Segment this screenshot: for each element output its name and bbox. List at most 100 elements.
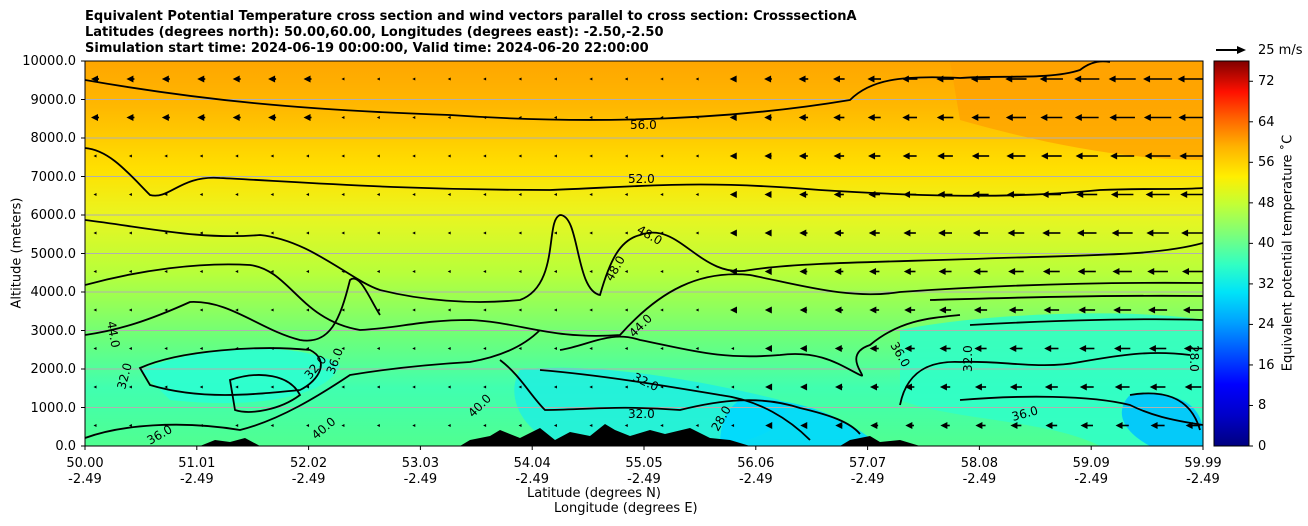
wind-vector-arrow bbox=[729, 114, 737, 121]
y-tick-label: 5000.0 bbox=[30, 246, 77, 262]
wind-vector-arrow bbox=[553, 270, 557, 273]
wind-vector-arrow bbox=[164, 193, 168, 196]
wind-vector-arrow bbox=[128, 385, 132, 389]
wind-vector-arrow bbox=[376, 154, 380, 158]
x-tick-latitude: 59.09 bbox=[1072, 456, 1110, 471]
contour-label: 56.0 bbox=[630, 118, 657, 132]
wind-vector-arrow bbox=[1114, 383, 1130, 391]
wind-vector-arrow bbox=[624, 116, 628, 119]
wind-vector-arrow bbox=[971, 152, 990, 160]
wind-vector-arrow bbox=[412, 193, 416, 196]
wind-vector-arrow bbox=[834, 229, 844, 237]
wind-vector-arrow bbox=[412, 116, 416, 119]
wind-vector-arrow bbox=[1181, 229, 1203, 237]
wind-vector-arrow bbox=[902, 152, 917, 160]
wind-vector-arrow bbox=[1179, 152, 1203, 160]
wind-vector-arrow bbox=[660, 385, 664, 389]
wind-vector-arrow bbox=[695, 154, 699, 158]
wind-vector-arrow bbox=[553, 385, 557, 389]
wind-vector-arrow bbox=[197, 114, 206, 121]
y-tick-label: 9000.0 bbox=[30, 92, 77, 108]
wind-vector-arrow bbox=[868, 191, 881, 198]
contour-label: 52.0 bbox=[628, 172, 655, 186]
wind-vector-arrow bbox=[128, 308, 132, 312]
wind-vector-arrow bbox=[412, 385, 416, 389]
wind-vector-arrow bbox=[518, 308, 522, 312]
colorbar-ticks bbox=[1249, 80, 1253, 447]
wind-vector-arrow bbox=[1185, 422, 1201, 429]
wind-vector-arrow bbox=[341, 347, 345, 350]
x-tick-longitude: -2.49 bbox=[962, 472, 997, 487]
wind-vector-arrow bbox=[1006, 191, 1025, 198]
wind-vector-arrow bbox=[1074, 114, 1099, 121]
contour-line bbox=[85, 147, 1203, 197]
wind-vector-arrow bbox=[1045, 422, 1058, 429]
wind-vector-arrow bbox=[447, 77, 451, 81]
wind-vector-arrow bbox=[128, 424, 132, 427]
wind-vector-arrow bbox=[376, 231, 380, 235]
wind-vector-arrow bbox=[624, 193, 628, 196]
x-tick-longitude: -2.49 bbox=[1074, 472, 1108, 487]
wind-vector-arrow bbox=[1076, 191, 1098, 198]
wind-vector-arrow bbox=[972, 229, 989, 237]
wind-vector-arrow bbox=[126, 114, 135, 121]
wind-vector-arrow bbox=[235, 424, 239, 427]
wind-vector-arrow bbox=[235, 193, 239, 196]
wind-vector-arrow bbox=[126, 75, 135, 83]
wind-vector-arrow bbox=[128, 154, 132, 158]
axis-ticks bbox=[81, 60, 1204, 450]
wind-vector-arrow bbox=[412, 270, 416, 273]
wind-vector-arrow bbox=[660, 77, 664, 81]
contour-line bbox=[499, 359, 861, 435]
wind-vector-arrow bbox=[199, 424, 203, 427]
wind-vector-arrow bbox=[589, 385, 593, 389]
x-tick-label: 57.07 -2.49 bbox=[849, 456, 886, 488]
wind-vector-arrow bbox=[1076, 229, 1097, 237]
wind-vector-arrow bbox=[1150, 422, 1165, 429]
wind-vector-arrow bbox=[1178, 114, 1203, 121]
wind-vector-arrow bbox=[764, 229, 772, 237]
x-tick-longitude: -2.49 bbox=[850, 472, 885, 487]
y-tick-label: 10000.0 bbox=[22, 54, 76, 69]
y-tick-label: 7000.0 bbox=[30, 169, 77, 185]
title-line-2: Latitudes (degrees north): 50.00,60.00, … bbox=[85, 25, 664, 40]
wind-vector-arrow bbox=[483, 193, 487, 196]
temperature-field bbox=[85, 61, 1203, 446]
wind-vector-arrow bbox=[695, 231, 699, 235]
wind-vector-arrow bbox=[235, 231, 239, 235]
wind-vector-arrow bbox=[904, 345, 915, 352]
wind-vector-arrow bbox=[764, 152, 772, 160]
colorbar-tick-label: 32 bbox=[1258, 276, 1275, 292]
wind-vector-arrow bbox=[341, 424, 345, 427]
wind-vector-arrow bbox=[376, 424, 380, 427]
wind-vector-arrow bbox=[376, 193, 380, 196]
wind-vector-arrow bbox=[798, 152, 808, 160]
wind-vector-arrow bbox=[412, 308, 416, 312]
wind-vector-arrow bbox=[1143, 75, 1173, 83]
wind-vector-arrow bbox=[1184, 383, 1202, 391]
wind-vector-arrow bbox=[518, 347, 522, 350]
wind-vector-arrow bbox=[412, 154, 416, 158]
wind-vector-arrow bbox=[270, 154, 274, 158]
wind-vector-arrow bbox=[1080, 422, 1093, 429]
wind-vector-arrow bbox=[903, 268, 916, 275]
wind-vector-arrow bbox=[799, 268, 808, 275]
wind-vector-arrow bbox=[553, 116, 557, 119]
wind-vector-arrow bbox=[660, 424, 664, 427]
x-tick-longitude: -2.49 bbox=[179, 472, 214, 487]
wind-vector-arrow bbox=[869, 383, 879, 391]
wind-vector-arrow bbox=[483, 385, 487, 389]
wind-vector-arrow bbox=[937, 152, 953, 160]
x-tick-latitude: 50.00 bbox=[66, 456, 104, 471]
wind-vector-arrow bbox=[1008, 306, 1024, 314]
wind-vector-arrow bbox=[660, 270, 664, 273]
wind-vector-arrow bbox=[270, 308, 274, 312]
y-tick-label: 2000.0 bbox=[30, 362, 77, 377]
y-tick-label: 4000.0 bbox=[30, 285, 77, 300]
chart-title: Equivalent Potential Temperature cross s… bbox=[85, 9, 857, 57]
colorbar-tick-label: 56 bbox=[1258, 155, 1275, 171]
contour-line bbox=[85, 329, 541, 439]
x-tick-label: 58.08 -2.49 bbox=[961, 456, 998, 488]
wind-vector-arrow bbox=[376, 385, 380, 389]
wind-vector-arrow bbox=[376, 308, 380, 312]
